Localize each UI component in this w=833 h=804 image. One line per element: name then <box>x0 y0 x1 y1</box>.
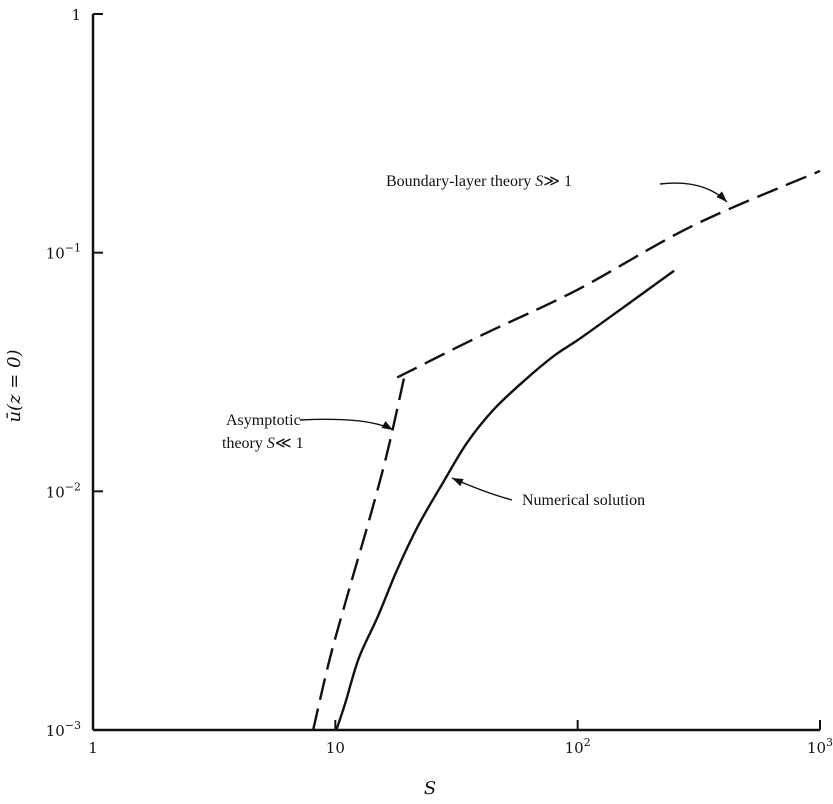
asym-text: theory <box>222 435 267 452</box>
annotation-asymptotic-line1: Asymptotic <box>226 412 301 429</box>
boundary-layer-theory-curve <box>396 169 821 379</box>
y-axis-title: ū(z = 0) <box>4 349 25 422</box>
x-axis-title: S <box>424 778 436 799</box>
y-tick-label: 1 <box>71 6 81 24</box>
axes <box>91 14 820 732</box>
asymptotic-theory-curve <box>311 370 407 731</box>
y-tick-label: 10−2 <box>46 480 81 501</box>
x-tick-label: 102 <box>565 736 591 757</box>
y-tick-label: 10−3 <box>46 719 81 740</box>
asymptotic-arrow <box>299 418 394 431</box>
boundary-rel: ≫ 1 <box>543 173 572 190</box>
annotation-arrows <box>299 182 728 501</box>
tick-marks <box>93 13 821 730</box>
asym-rel: ≪ 1 <box>275 435 304 452</box>
numerical-solution-curve <box>335 269 675 731</box>
tick-labels: 1 10 102 103 10−3 10−2 10−1 1 <box>46 6 833 757</box>
x-tick-label: 103 <box>807 736 833 757</box>
y-tick-label: 10−1 <box>46 242 81 263</box>
curves <box>311 169 821 731</box>
boundary-var: S <box>535 173 543 190</box>
annotation-boundary-layer: Boundary-layer theory S≫ 1 <box>386 173 572 190</box>
x-tick-label: 10 <box>326 739 345 757</box>
boundary-text: Boundary-layer theory <box>386 173 535 190</box>
x-tick-label: 1 <box>88 739 98 757</box>
annotation-numerical: Numerical solution <box>522 492 645 509</box>
boundary-arrow <box>659 182 728 203</box>
annotation-asymptotic-line2: theory S≪ 1 <box>222 435 304 452</box>
numerical-arrow <box>451 477 513 501</box>
asym-var: S <box>267 435 275 452</box>
